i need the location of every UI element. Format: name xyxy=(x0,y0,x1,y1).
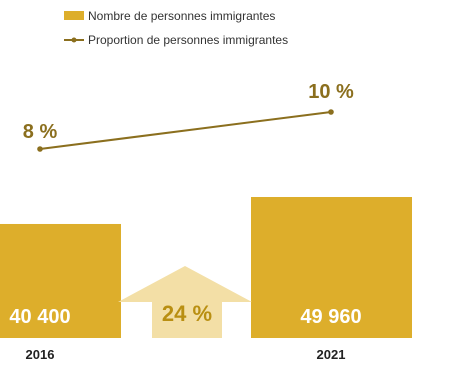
x-tick-2016: 2016 xyxy=(26,347,55,362)
bar-series xyxy=(0,197,412,338)
proportion-point-2021 xyxy=(328,109,334,115)
bar-2021 xyxy=(251,197,412,338)
proportion-point-2016 xyxy=(37,146,43,152)
line-series: 8 % 10 % xyxy=(23,81,354,152)
legend: Nombre de personnes immigrantes Proporti… xyxy=(64,9,288,47)
legend-bar-label: Nombre de personnes immigrantes xyxy=(88,9,275,23)
bar-value-label-2016: 40 400 xyxy=(9,306,70,328)
growth-label: 24 % xyxy=(162,301,212,326)
proportion-label-2021: 10 % xyxy=(308,81,354,103)
growth-arrow-shape xyxy=(118,266,252,338)
legend-line-label: Proportion de personnes immigrantes xyxy=(88,33,288,47)
legend-line-marker xyxy=(71,37,77,43)
growth-arrow: 24 % xyxy=(118,266,252,338)
bar-2016 xyxy=(0,223,121,338)
proportion-label-2016: 8 % xyxy=(23,121,58,143)
proportion-line xyxy=(39,111,332,150)
bar-value-label-2021: 49 960 xyxy=(300,306,361,328)
x-tick-2021: 2021 xyxy=(317,347,346,362)
legend-bar-swatch xyxy=(64,11,84,20)
